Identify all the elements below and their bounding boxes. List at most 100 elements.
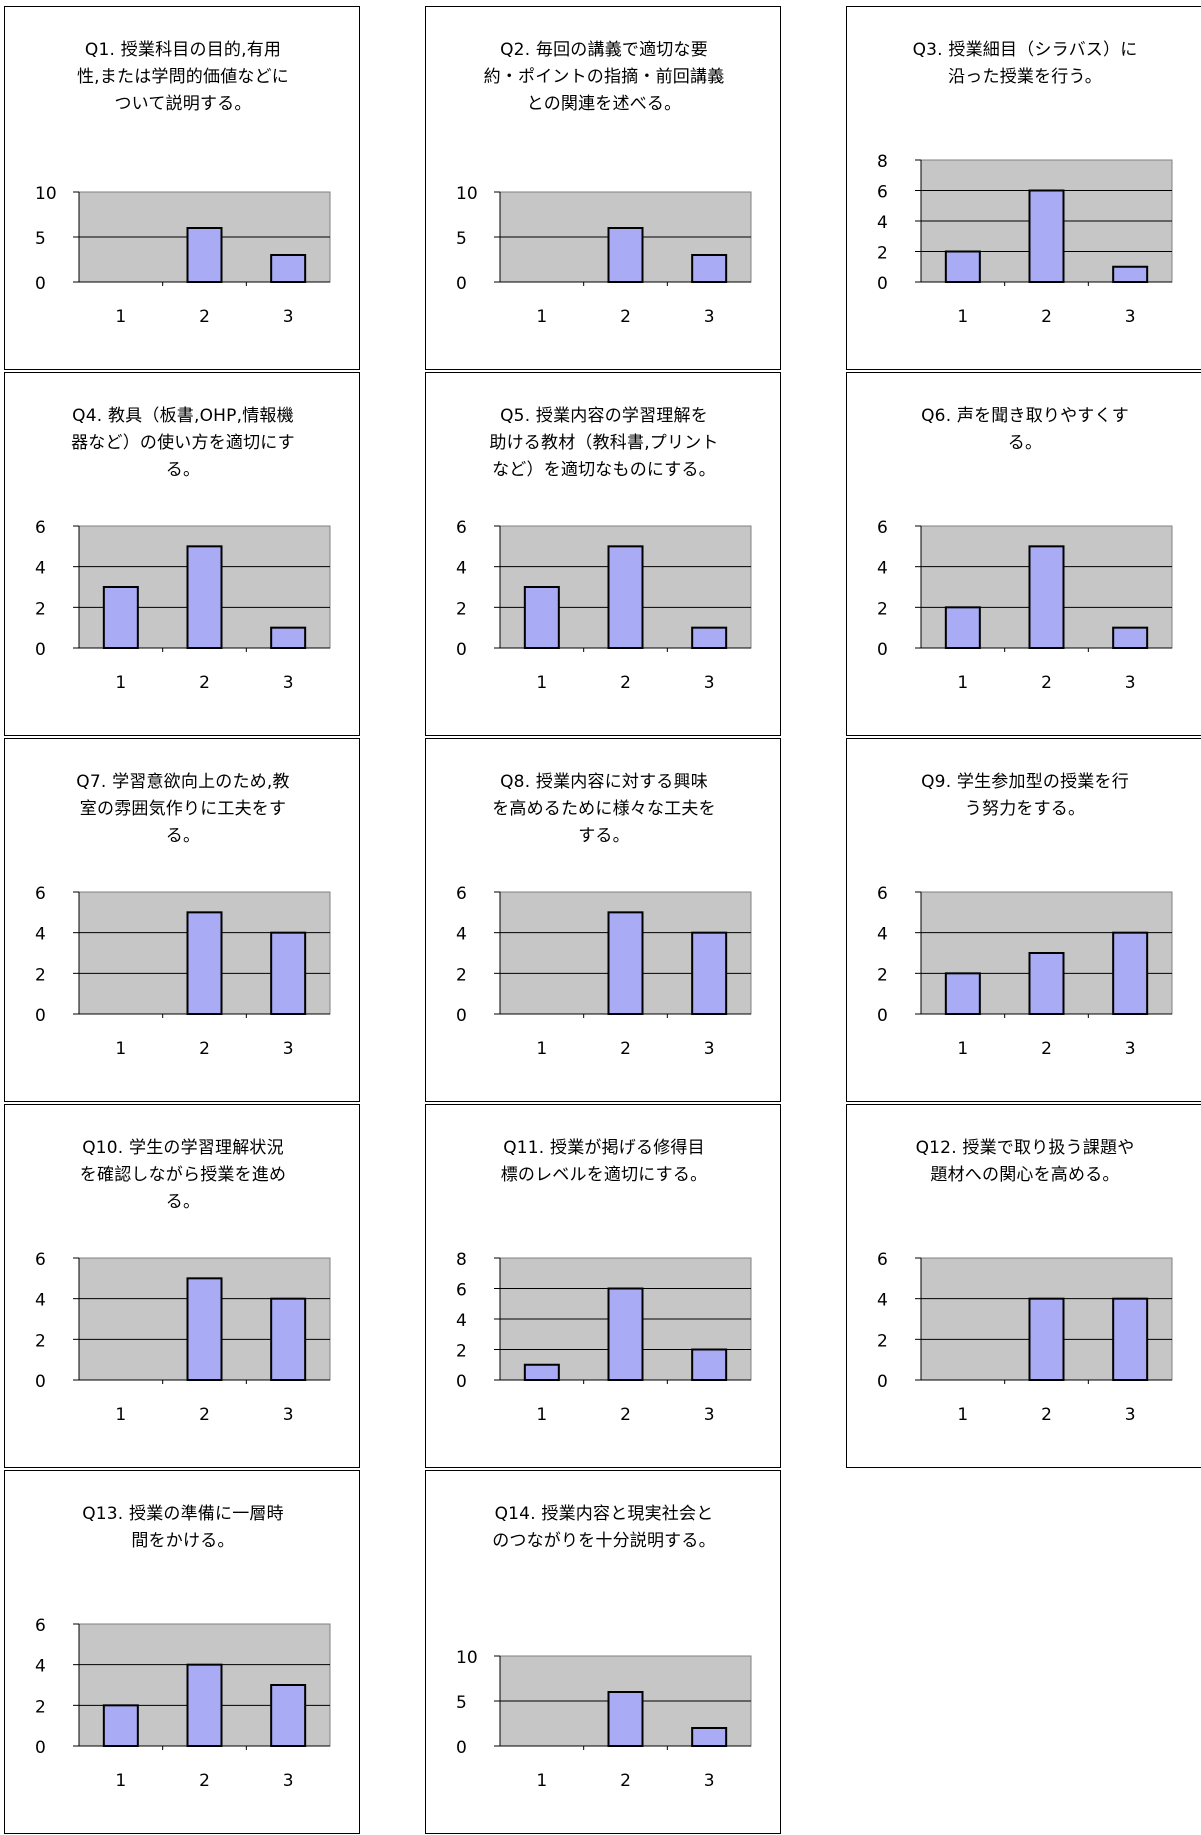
bar-2 xyxy=(607,1287,644,1381)
x-tick-label: 2 xyxy=(199,307,210,327)
chart-title-line: 標のレベルを適切にする。 xyxy=(500,1165,708,1185)
chart-title: Q5. 授業内容の学習理解を 助ける教材（教科書,プリント など）を適切なものにする… xyxy=(476,403,732,484)
y-tick-label: 4 xyxy=(456,925,467,945)
chart-title: Q14. 授業内容と現実社会と のつながりを十分説明する。 xyxy=(476,1501,732,1555)
x-tick-label: 3 xyxy=(1125,673,1136,693)
x-tick-label: 3 xyxy=(704,1039,715,1059)
bar-chart: 0 2 4 6 1 2 3 xyxy=(456,884,752,1059)
chart-panel-q9: Q9. 学生参加型の授業を行 う努力をする。 0 2 4 6 1 2 3 xyxy=(846,738,1201,1102)
y-tick-label: 2 xyxy=(35,599,46,619)
chart-title-line: 性,または学問的価値などに xyxy=(76,67,289,87)
chart-title-line: Q8. 授業内容に対する興味 xyxy=(500,772,708,792)
chart-title-line: Q10. 学生の学習理解状況 xyxy=(82,1138,284,1158)
y-tick-label: 2 xyxy=(456,599,467,619)
x-tick-label: 1 xyxy=(536,307,547,327)
chart-panel-q1: Q1. 授業科目の目的,有用 性,または学問的価値などに ついて説明する。 0 5 10 1… xyxy=(4,6,360,370)
bar-2 xyxy=(607,1691,644,1747)
chart-title-line: Q5. 授業内容の学習理解を xyxy=(500,406,708,426)
chart-panel-q5: Q5. 授業内容の学習理解を 助ける教材（教科書,プリント など）を適切なものにする… xyxy=(425,372,781,736)
bar-chart: 0 2 4 6 8 1 2 3 xyxy=(456,1250,752,1425)
chart-title-line: る。 xyxy=(165,460,201,480)
chart-title-line: Q14. 授業内容と現実社会と xyxy=(494,1504,714,1524)
x-tick-label: 1 xyxy=(957,307,968,327)
y-tick-label: 2 xyxy=(456,965,467,985)
y-tick-label: 2 xyxy=(456,1342,467,1362)
chart-panel-q12: Q12. 授業で取り扱う課題や 題材への関心を高める。 0 2 4 6 1 2 3 xyxy=(846,1104,1201,1468)
y-tick-label: 2 xyxy=(35,1331,46,1351)
x-tick-label: 3 xyxy=(704,1405,715,1425)
x-tick-label: 1 xyxy=(115,1771,126,1791)
chart-title-line: Q6. 声を聞き取りやすくす xyxy=(921,406,1129,426)
y-tick-label: 6 xyxy=(877,1250,888,1270)
x-tick-label: 3 xyxy=(1125,307,1136,327)
chart-title-line: る。 xyxy=(165,826,201,846)
chart-title: Q3. 授業細目（シラバス）に 沿った授業を行う。 xyxy=(897,37,1153,91)
x-tick-label: 2 xyxy=(199,1405,210,1425)
chart-title-line: Q11. 授業が掲げる修得目 xyxy=(503,1138,705,1158)
bar-2 xyxy=(186,1277,223,1381)
bar-1 xyxy=(523,586,560,649)
chart-title-line: 器など）の使い方を適切にす xyxy=(71,433,295,453)
y-tick-label: 4 xyxy=(456,559,467,579)
y-tick-label: 0 xyxy=(456,1372,467,1392)
y-tick-label: 4 xyxy=(877,925,888,945)
chart-panel-q14: Q14. 授業内容と現実社会と のつながりを十分説明する。 0 5 10 1 2 3 xyxy=(425,1470,781,1834)
bar-2 xyxy=(1028,189,1065,283)
chart-title: Q13. 授業の準備に一層時 間をかける。 xyxy=(55,1501,311,1555)
x-tick-label: 2 xyxy=(620,1039,631,1059)
x-tick-label: 3 xyxy=(283,307,294,327)
bar-chart: 0 2 4 6 1 2 3 xyxy=(35,518,331,693)
y-tick-label: 0 xyxy=(456,274,467,294)
bar-2 xyxy=(607,227,644,283)
bar-2 xyxy=(1028,1297,1065,1382)
bar-3 xyxy=(270,1684,307,1747)
y-tick-label: 0 xyxy=(35,1006,46,1026)
x-tick-label: 2 xyxy=(199,1039,210,1059)
bar-1 xyxy=(944,250,981,283)
y-tick-label: 5 xyxy=(456,1693,467,1713)
bar-2 xyxy=(607,911,644,1015)
chart-title: Q4. 教具（板書,OHP,情報機 器など）の使い方を適切にす る。 xyxy=(55,403,311,484)
chart-title-line: Q1. 授業科目の目的,有用 xyxy=(84,40,282,60)
y-tick-label: 10 xyxy=(456,1648,478,1668)
x-tick-label: 3 xyxy=(1125,1405,1136,1425)
bar-3 xyxy=(691,1348,728,1381)
y-tick-label: 2 xyxy=(35,1697,46,1717)
y-tick-label: 6 xyxy=(877,884,888,904)
x-tick-label: 3 xyxy=(1125,1039,1136,1059)
bar-2 xyxy=(186,1663,223,1748)
y-tick-label: 4 xyxy=(877,559,888,579)
y-tick-label: 2 xyxy=(35,965,46,985)
y-tick-label: 6 xyxy=(35,1250,46,1270)
chart-title-line: との関連を述べる。 xyxy=(526,94,682,114)
x-tick-label: 3 xyxy=(283,1405,294,1425)
bar-2 xyxy=(186,911,223,1015)
chart-title-line: ついて説明する。 xyxy=(114,94,252,114)
chart-title-line: する。 xyxy=(578,826,630,846)
y-tick-label: 0 xyxy=(877,1372,888,1392)
y-tick-label: 0 xyxy=(35,274,46,294)
chart-title: Q9. 学生参加型の授業を行 う努力をする。 xyxy=(897,769,1153,823)
chart-panel-q4: Q4. 教具（板書,OHP,情報機 器など）の使い方を適切にす る。 0 2 4 6 1 2 3 xyxy=(4,372,360,736)
chart-title-line: 沿った授業を行う。 xyxy=(948,67,1102,87)
y-tick-label: 10 xyxy=(456,184,478,204)
y-tick-label: 0 xyxy=(35,1738,46,1758)
y-tick-label: 2 xyxy=(877,965,888,985)
bar-2 xyxy=(607,545,644,649)
bar-chart: 0 2 4 6 8 1 2 3 xyxy=(877,152,1173,327)
chart-title-line: など）を適切なものにする。 xyxy=(492,460,716,480)
chart-title-line: を確認しながら授業を進め xyxy=(79,1165,287,1185)
x-tick-label: 2 xyxy=(620,1405,631,1425)
y-tick-label: 6 xyxy=(35,884,46,904)
x-tick-label: 2 xyxy=(620,307,631,327)
y-tick-label: 0 xyxy=(877,640,888,660)
y-tick-label: 6 xyxy=(35,1616,46,1636)
chart-title-line: 助ける教材（教科書,プリント xyxy=(489,433,719,453)
y-tick-label: 4 xyxy=(35,559,46,579)
x-tick-label: 1 xyxy=(115,1039,126,1059)
bar-3 xyxy=(691,626,728,650)
y-tick-label: 2 xyxy=(877,244,888,264)
chart-title-line: 題材への関心を高める。 xyxy=(930,1165,1120,1185)
bar-chart: 0 2 4 6 1 2 3 xyxy=(456,518,752,693)
x-tick-label: 1 xyxy=(957,1405,968,1425)
